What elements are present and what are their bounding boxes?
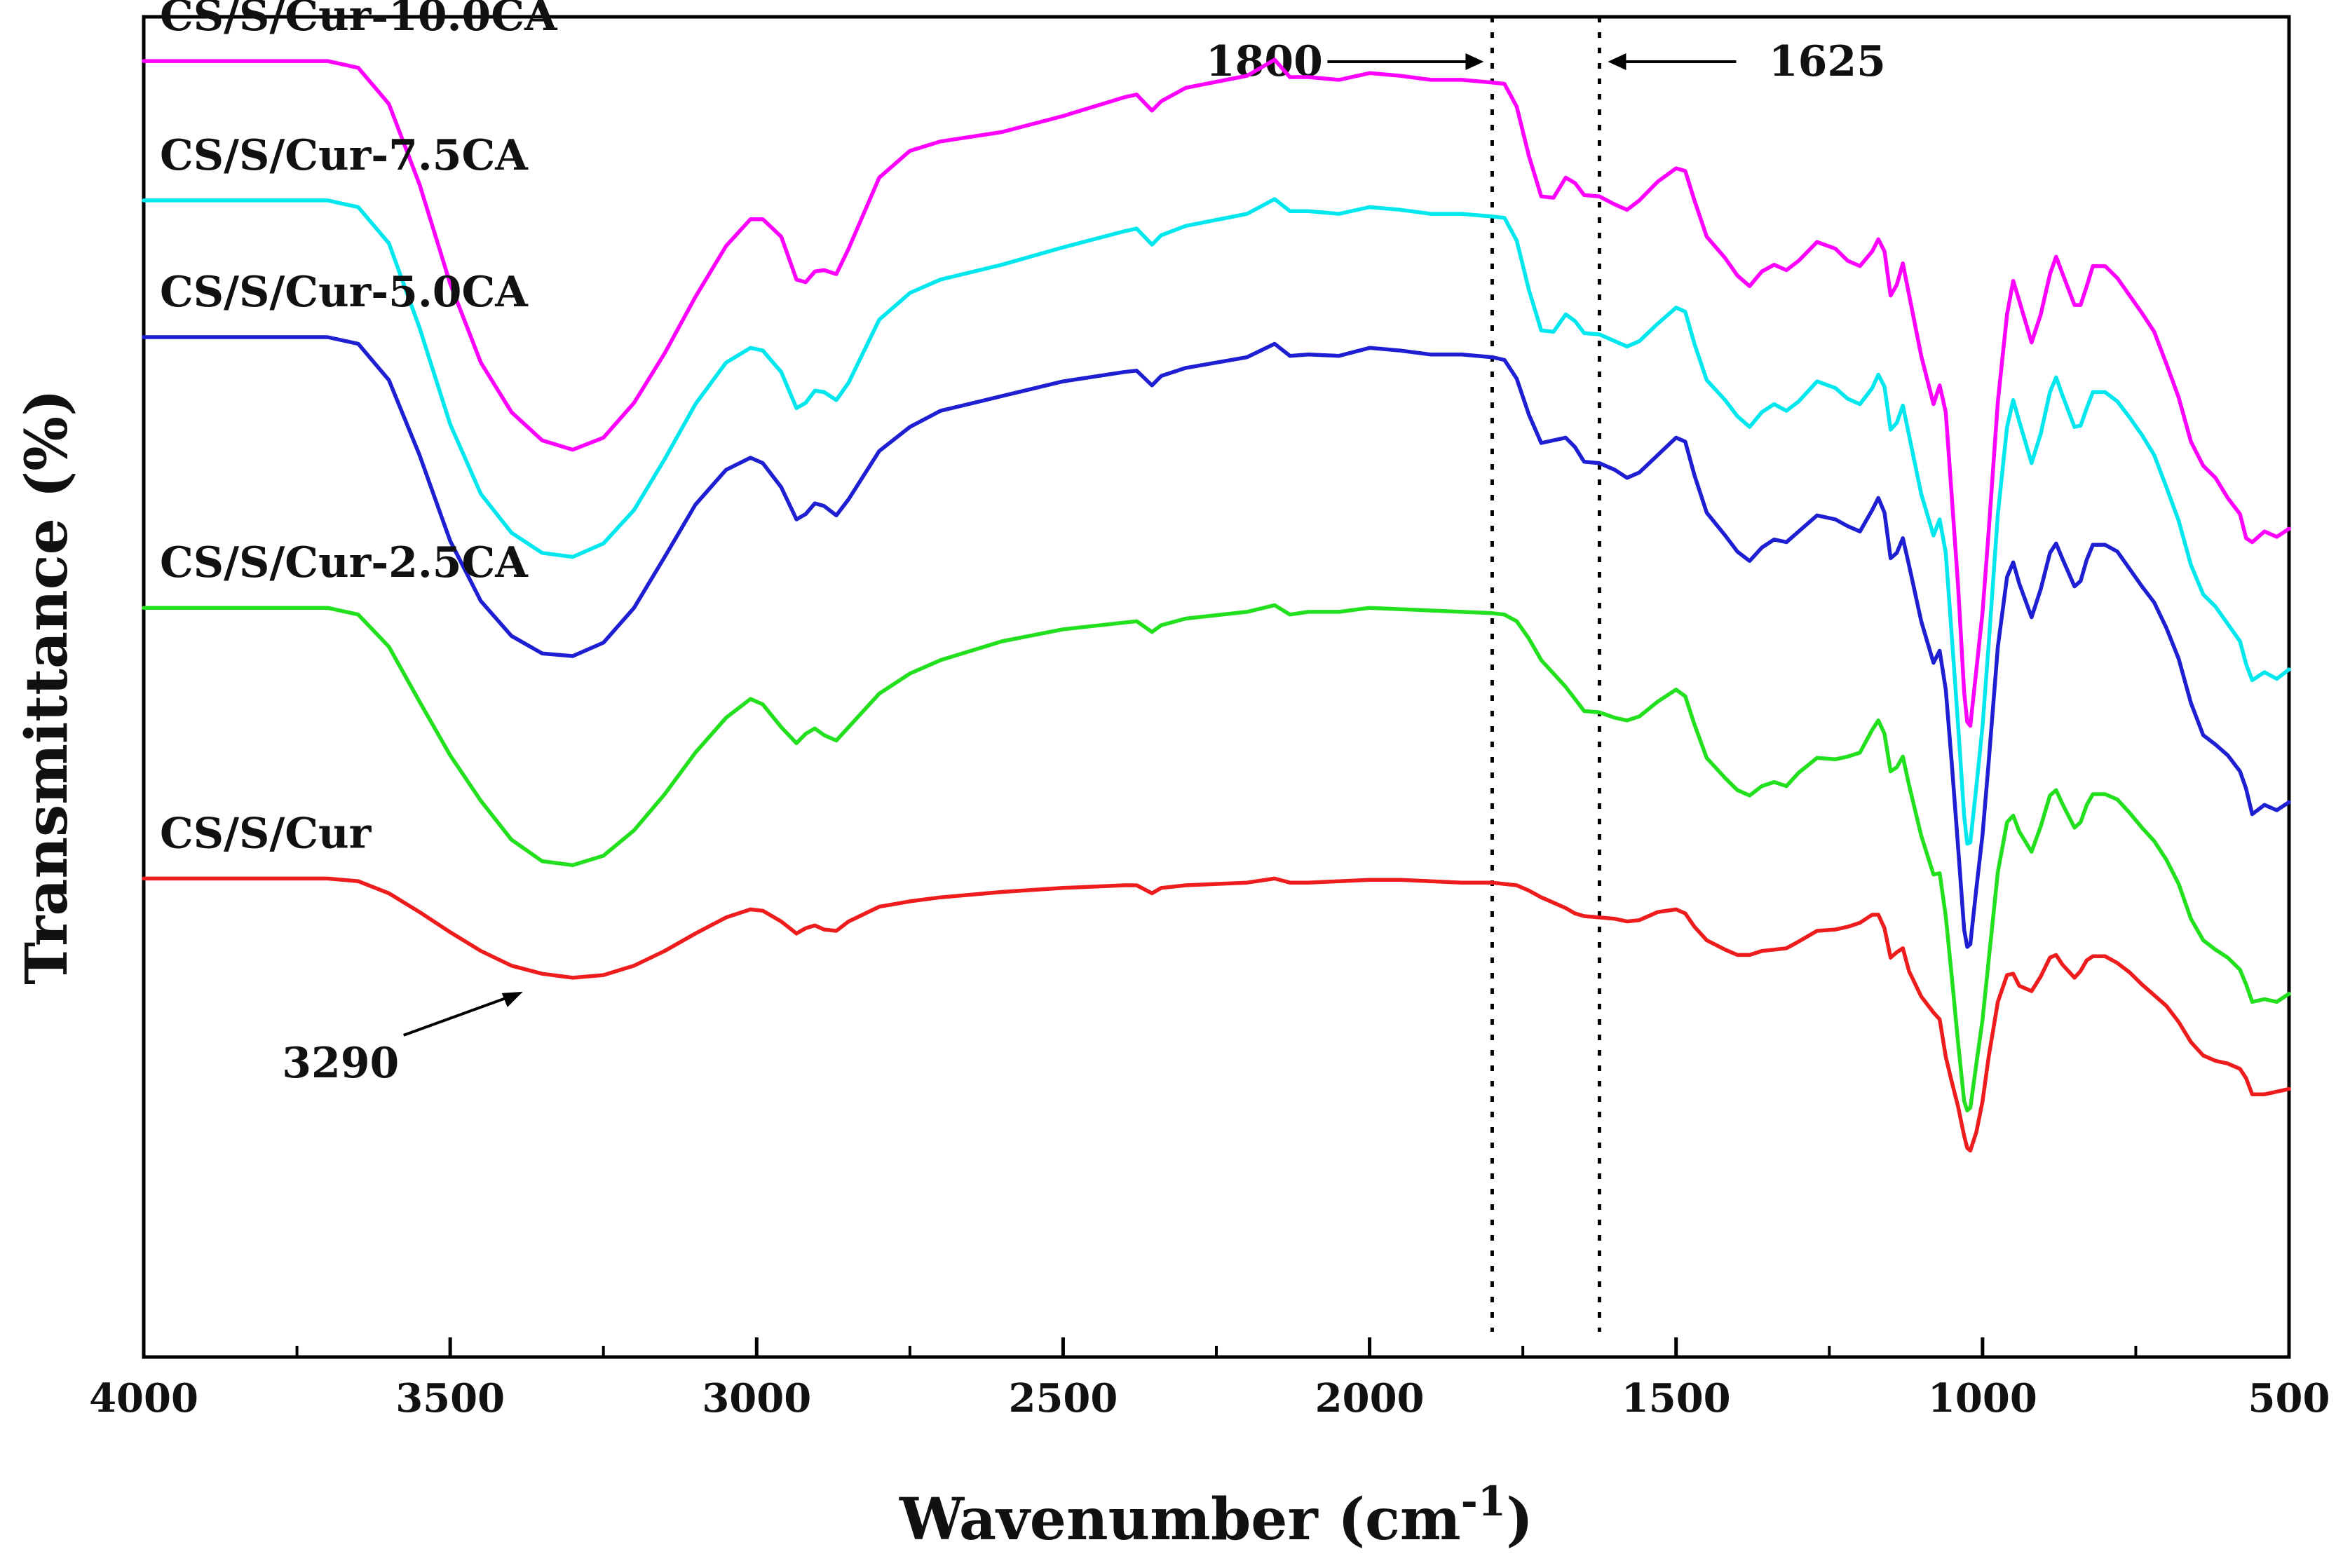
x-tick-label-1500: 1500 [1622,1375,1731,1422]
series-line-cs-s-cur-5-0ca [142,335,2291,949]
reference-arrow-head-1625 [1608,53,1626,70]
series-line-cs-s-cur [142,876,2291,1153]
series-label-cs-s-cur: CS/S/Cur [160,809,372,858]
annotation-label-3290: 3290 [282,1039,399,1088]
annotation-arrow-shaft-3290 [403,997,507,1037]
series-labels: CS/S/Cur-10.0CA CS/S/Cur-7.5CA CS/S/Cur-5.… [160,0,558,858]
x-tick-label-1000: 1000 [1928,1375,2037,1422]
y-axis-title: Transmittance (%) [13,389,81,985]
series-label-cs-s-cur-2-5ca: CS/S/Cur-2.5CA [160,538,529,587]
series-line-cs-s-cur-2-5ca [142,603,2291,1112]
x-tick-label-4000: 4000 [89,1375,198,1422]
x-axis-tick-labels: 4000 3500 3000 2500 2000 1500 1000 500 [89,1375,2330,1422]
x-tick-label-2500: 2500 [1008,1375,1118,1422]
series-lines [142,57,2291,1153]
x-axis-title-close: ) [1506,1486,1533,1553]
x-tick-label-3000: 3000 [702,1375,811,1422]
x-axis-title-superscript: -1 [1461,1478,1506,1525]
series-label-cs-s-cur-7-5ca: CS/S/Cur-7.5CA [160,131,529,180]
reference-arrow-head-1800 [1465,53,1484,70]
x-axis-title: Wavenumber (cm-1) [899,1478,1533,1553]
x-tick-label-500: 500 [2248,1375,2330,1422]
reference-lines: 1800 1625 [1206,17,1886,1332]
plot-area-frame [142,15,2291,1359]
reference-label-1625: 1625 [1769,37,1886,86]
x-tick-label-3500: 3500 [395,1375,505,1422]
series-label-cs-s-cur-10-0ca: CS/S/Cur-10.0CA [160,0,558,41]
x-axis-ticks [142,1337,2291,1357]
x-tick-label-2000: 2000 [1315,1375,1425,1422]
series-line-cs-s-cur-10-0ca [142,57,2291,728]
series-line-cs-s-cur-7-5ca [142,197,2291,846]
annotations: 3290 [282,991,523,1088]
series-label-cs-s-cur-5-0ca: CS/S/Cur-5.0CA [160,268,529,317]
annotation-arrow-head-3290 [501,991,523,1007]
